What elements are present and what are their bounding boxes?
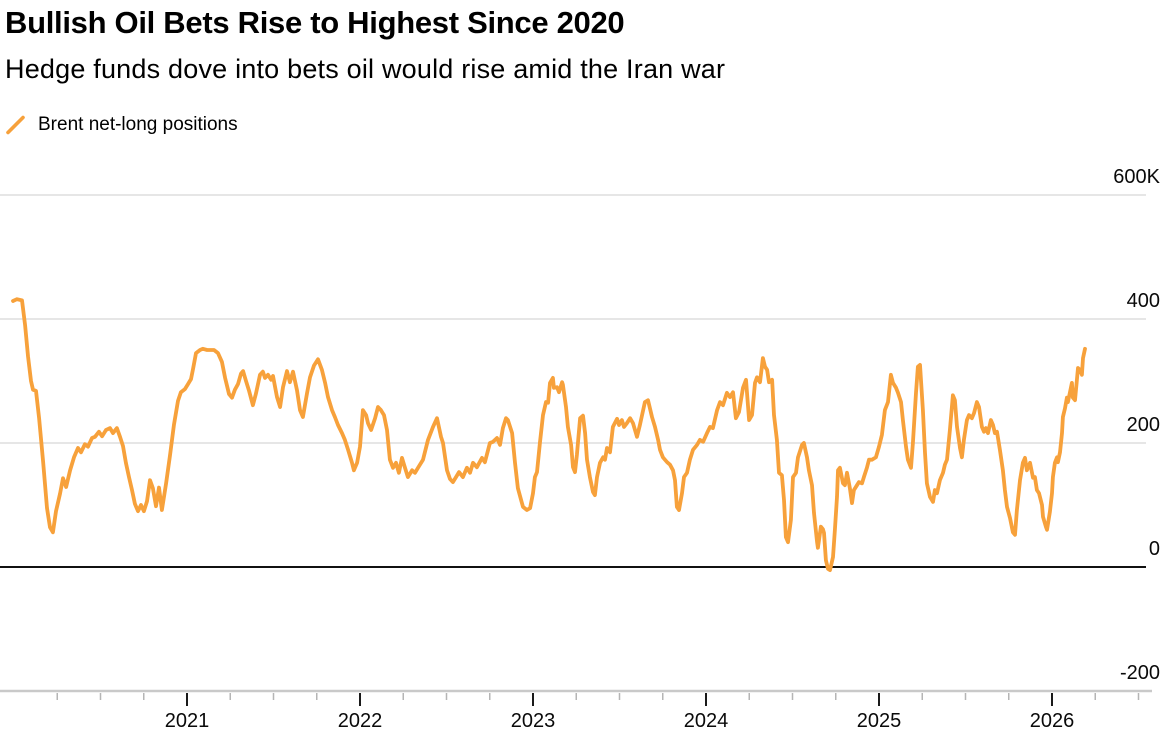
legend-series-label: Brent net-long positions <box>38 114 238 135</box>
y-axis-label--200: -200 <box>1119 662 1160 684</box>
x-axis-label-2021: 2021 <box>164 710 210 732</box>
y-axis-label-200: 200 <box>1126 414 1160 436</box>
y-axis-label-0: 0 <box>1148 538 1160 560</box>
x-axis-label-2023: 2023 <box>510 710 556 732</box>
x-axis-label-2022: 2022 <box>337 710 383 732</box>
brent-net-long-line <box>11 297 1087 572</box>
y-axis-label-600K: 600K <box>1113 166 1160 188</box>
gridlines <box>0 194 1152 693</box>
x-axis-label-2025: 2025 <box>856 710 902 732</box>
x-axis-label-2024: 2024 <box>683 710 729 732</box>
page-title: Bullish Oil Bets Rise to Highest Since 2… <box>5 5 625 40</box>
y-axis-label-400: 400 <box>1126 290 1160 312</box>
axis-ticks <box>56 693 1140 706</box>
x-axis-label-2026: 2026 <box>1029 710 1075 732</box>
page-subtitle: Hedge funds dove into bets oil would ris… <box>5 54 726 84</box>
legend-slash-icon <box>6 115 25 134</box>
legend: Brent net-long positions <box>4 111 238 139</box>
